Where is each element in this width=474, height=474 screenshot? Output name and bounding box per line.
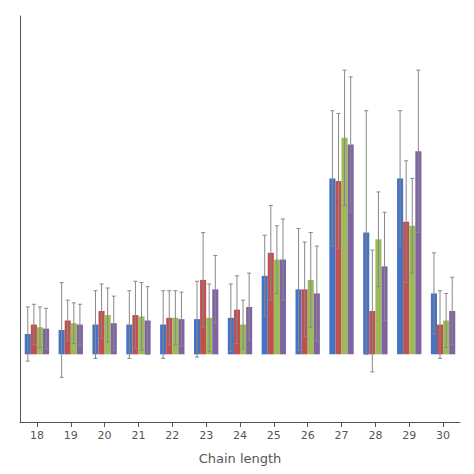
svg-text:20: 20 xyxy=(98,429,112,442)
svg-text:26: 26 xyxy=(301,429,315,442)
svg-text:28: 28 xyxy=(368,429,382,442)
svg-text:27: 27 xyxy=(335,429,349,442)
svg-text:23: 23 xyxy=(199,429,213,442)
svg-text:Chain length: Chain length xyxy=(199,451,282,466)
svg-text:30: 30 xyxy=(436,429,450,442)
svg-text:18: 18 xyxy=(30,429,44,442)
svg-text:25: 25 xyxy=(267,429,281,442)
svg-text:21: 21 xyxy=(131,429,145,442)
svg-text:19: 19 xyxy=(64,429,78,442)
svg-text:22: 22 xyxy=(165,429,179,442)
svg-text:24: 24 xyxy=(233,429,247,442)
svg-text:29: 29 xyxy=(402,429,416,442)
